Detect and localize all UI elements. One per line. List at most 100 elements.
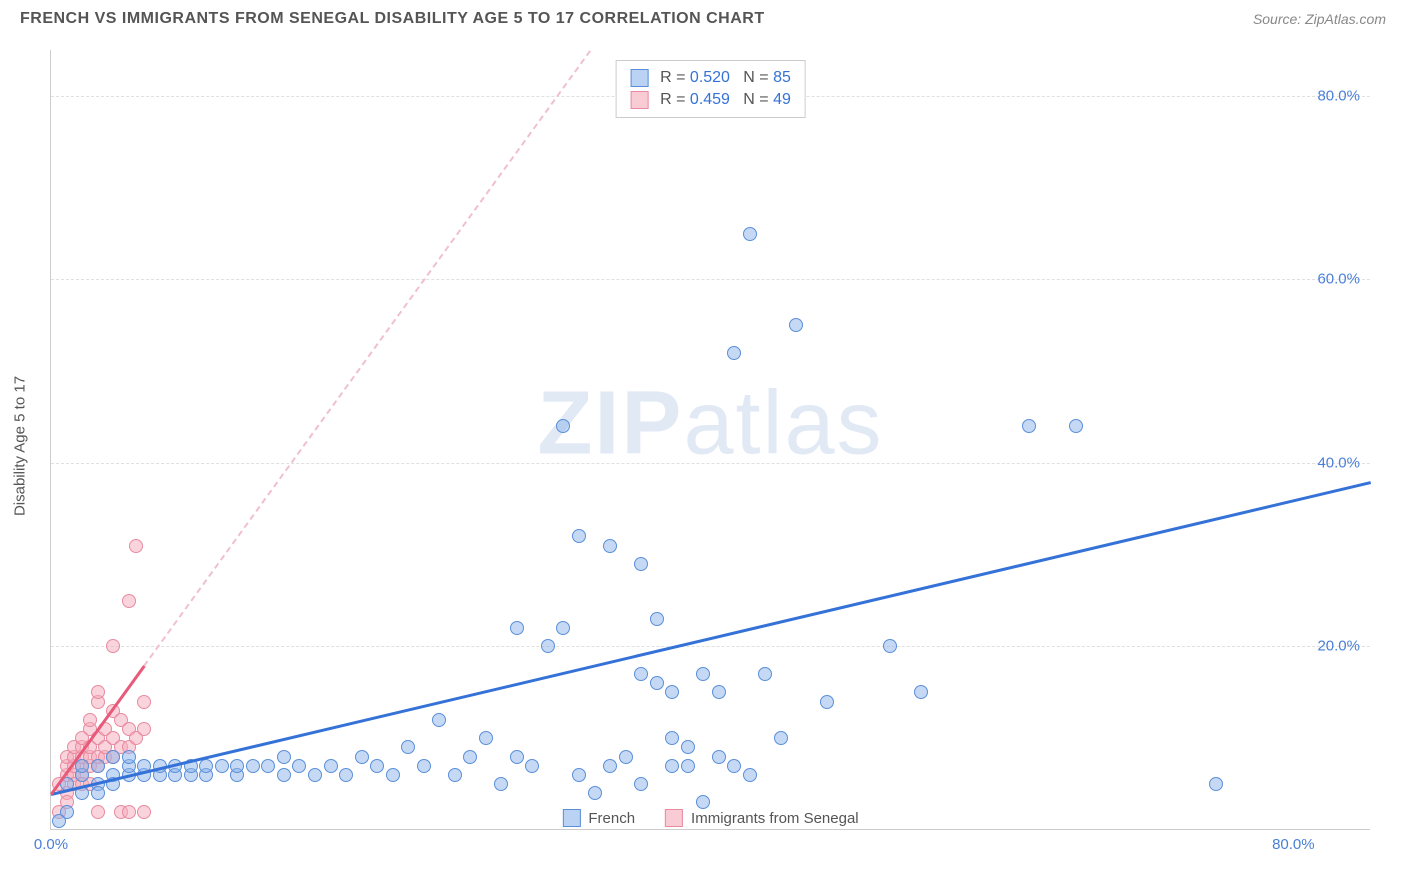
data-point (525, 759, 539, 773)
gridline (51, 279, 1370, 280)
swatch-pink (630, 91, 648, 109)
data-point (914, 685, 928, 699)
swatch-pink-icon (665, 809, 683, 827)
x-tick-label: 80.0% (1272, 836, 1315, 853)
source-attribution: Source: ZipAtlas.com (1253, 11, 1386, 27)
data-point (603, 539, 617, 553)
y-tick-label: 20.0% (1317, 638, 1360, 655)
data-point (401, 740, 415, 754)
chart-title: FRENCH VS IMMIGRANTS FROM SENEGAL DISABI… (20, 10, 765, 28)
data-point (91, 786, 105, 800)
data-point (355, 750, 369, 764)
data-point (712, 685, 726, 699)
data-point (1022, 419, 1036, 433)
data-point (106, 639, 120, 653)
data-point (634, 777, 648, 791)
data-point (122, 750, 136, 764)
data-point (277, 750, 291, 764)
data-point (603, 759, 617, 773)
data-point (696, 795, 710, 809)
x-tick-label: 0.0% (34, 836, 68, 853)
data-point (83, 713, 97, 727)
data-point (91, 685, 105, 699)
data-point (665, 759, 679, 773)
data-point (820, 695, 834, 709)
stats-legend: R = 0.520 N = 85 R = 0.459 N = 49 (615, 60, 806, 118)
data-point (758, 667, 772, 681)
data-point (665, 731, 679, 745)
data-point (52, 814, 66, 828)
data-point (494, 777, 508, 791)
chart-plot-area: ZIPatlas R = 0.520 N = 85 R = 0.459 N = … (50, 50, 1370, 830)
data-point (199, 759, 213, 773)
data-point (665, 685, 679, 699)
data-point (122, 594, 136, 608)
data-point (91, 805, 105, 819)
data-point (681, 740, 695, 754)
data-point (1069, 419, 1083, 433)
data-point (572, 768, 586, 782)
series-legend: French Immigrants from Senegal (562, 809, 858, 827)
data-point (743, 768, 757, 782)
data-point (417, 759, 431, 773)
data-point (1209, 777, 1223, 791)
stats-row-pink: R = 0.459 N = 49 (630, 89, 791, 111)
data-point (277, 768, 291, 782)
data-point (774, 731, 788, 745)
watermark: ZIPatlas (537, 372, 883, 475)
gridline (51, 646, 1370, 647)
data-point (696, 667, 710, 681)
trend-line (143, 50, 591, 666)
data-point (634, 667, 648, 681)
data-point (75, 759, 89, 773)
data-point (572, 529, 586, 543)
gridline (51, 463, 1370, 464)
data-point (246, 759, 260, 773)
data-point (727, 759, 741, 773)
data-point (370, 759, 384, 773)
y-tick-label: 60.0% (1317, 271, 1360, 288)
legend-item-senegal: Immigrants from Senegal (665, 809, 859, 827)
data-point (619, 750, 633, 764)
header: FRENCH VS IMMIGRANTS FROM SENEGAL DISABI… (0, 0, 1406, 38)
data-point (743, 227, 757, 241)
data-point (556, 621, 570, 635)
y-axis-label: Disability Age 5 to 17 (12, 376, 29, 516)
data-point (292, 759, 306, 773)
data-point (727, 346, 741, 360)
data-point (510, 750, 524, 764)
data-point (588, 786, 602, 800)
y-tick-label: 40.0% (1317, 454, 1360, 471)
data-point (541, 639, 555, 653)
data-point (432, 713, 446, 727)
data-point (386, 768, 400, 782)
data-point (261, 759, 275, 773)
data-point (650, 676, 664, 690)
data-point (129, 539, 143, 553)
swatch-blue (630, 69, 648, 87)
data-point (448, 768, 462, 782)
data-point (137, 805, 151, 819)
data-point (215, 759, 229, 773)
data-point (137, 722, 151, 736)
stats-row-blue: R = 0.520 N = 85 (630, 67, 791, 89)
data-point (463, 750, 477, 764)
data-point (324, 759, 338, 773)
data-point (510, 621, 524, 635)
data-point (137, 695, 151, 709)
data-point (883, 639, 897, 653)
trend-line (51, 481, 1372, 795)
data-point (556, 419, 570, 433)
data-point (308, 768, 322, 782)
legend-item-french: French (562, 809, 635, 827)
data-point (789, 318, 803, 332)
y-tick-label: 80.0% (1317, 87, 1360, 104)
data-point (479, 731, 493, 745)
data-point (230, 759, 244, 773)
data-point (634, 557, 648, 571)
data-point (681, 759, 695, 773)
data-point (106, 750, 120, 764)
data-point (712, 750, 726, 764)
data-point (650, 612, 664, 626)
swatch-blue-icon (562, 809, 580, 827)
